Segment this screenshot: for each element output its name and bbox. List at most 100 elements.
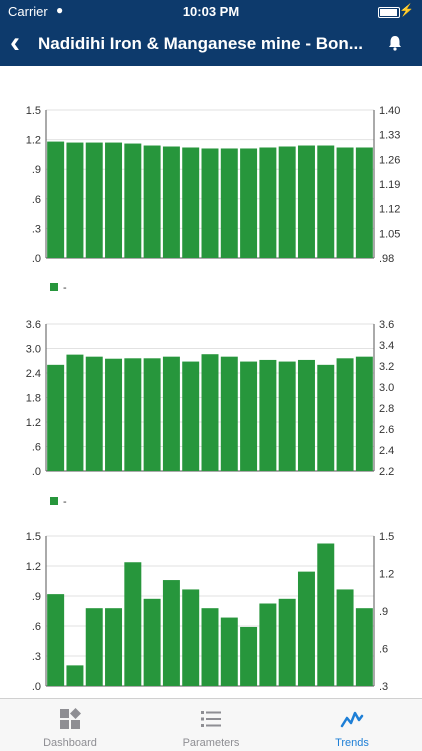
tab-dashboard-label: Dashboard bbox=[43, 737, 97, 749]
bar bbox=[47, 141, 65, 258]
bar bbox=[259, 147, 277, 258]
page-title: Nadidihi Iron & Manganese mine - Bon... bbox=[38, 34, 363, 53]
right-tick-label: 1.26 bbox=[379, 154, 400, 166]
bar bbox=[336, 358, 354, 471]
left-tick-label: 1.5 bbox=[26, 531, 41, 543]
right-tick-label: 1.2 bbox=[379, 569, 394, 581]
battery-icon bbox=[378, 7, 400, 18]
right-tick-label: 2.4 bbox=[379, 445, 394, 457]
right-tick-label: 1.40 bbox=[379, 105, 400, 117]
left-tick-label: .6 bbox=[32, 621, 41, 633]
legend-swatch bbox=[50, 283, 58, 291]
legend-label: - bbox=[63, 496, 67, 508]
tab-trends[interactable]: Trends bbox=[282, 699, 422, 751]
tab-parameters[interactable]: Parameters bbox=[141, 699, 281, 751]
left-tick-label: .3 bbox=[32, 223, 41, 235]
trends-content[interactable]: .0 .3 .6 .9 1.2 1.5 .98 1.05 1.12 1.19 1.26 1.33 1.4… bbox=[0, 66, 422, 698]
tab-parameters-label: Parameters bbox=[182, 737, 240, 749]
bar bbox=[201, 608, 219, 686]
right-tick-label: 3.0 bbox=[379, 382, 394, 394]
bar bbox=[85, 608, 103, 686]
left-tick-label: 3.0 bbox=[26, 344, 41, 356]
left-tick-label: 1.8 bbox=[26, 393, 41, 405]
left-tick-label: 1.2 bbox=[26, 561, 41, 573]
right-tick-label: .3 bbox=[379, 681, 388, 693]
left-tick-label: .0 bbox=[32, 466, 41, 478]
bar bbox=[336, 147, 354, 258]
bar bbox=[66, 665, 84, 686]
right-tick-label: 3.6 bbox=[379, 319, 394, 331]
bar bbox=[317, 543, 335, 686]
left-tick-label: .9 bbox=[32, 164, 41, 176]
left-tick-label: .0 bbox=[32, 253, 41, 265]
bar bbox=[240, 148, 258, 258]
bar bbox=[105, 608, 123, 686]
bar bbox=[143, 598, 161, 686]
bar bbox=[182, 147, 200, 258]
left-tick-label: 1.2 bbox=[26, 417, 41, 429]
left-tick-label: .3 bbox=[32, 651, 41, 663]
left-tick-label: 1.2 bbox=[26, 135, 41, 147]
right-tick-label: 1.33 bbox=[379, 130, 400, 142]
tab-bar: Dashboard Parameters Trends bbox=[0, 698, 422, 751]
bar bbox=[47, 364, 65, 471]
clock: 10:03 PM bbox=[182, 4, 240, 19]
right-tick-label: 3.4 bbox=[379, 340, 394, 352]
bar bbox=[143, 358, 161, 471]
bar bbox=[355, 147, 373, 258]
bell-icon[interactable] bbox=[386, 34, 404, 52]
back-chevron-icon[interactable]: ‹ bbox=[10, 26, 20, 59]
right-tick-label: 3.2 bbox=[379, 361, 394, 373]
bar bbox=[336, 589, 354, 686]
chart-3: .0 .3 .6 .9 1.2 1.5 .3 .6 .9 1.2 1.5 bbox=[26, 531, 395, 693]
right-tick-label: 2.2 bbox=[379, 466, 394, 478]
navigation-bar: ‹ Nadidihi Iron & Manganese mine - Bon..… bbox=[0, 24, 422, 66]
left-tick-label: 1.5 bbox=[26, 105, 41, 117]
chart-1: .0 .3 .6 .9 1.2 1.5 .98 1.05 1.12 1.19 1.26 1.33 1.4… bbox=[26, 105, 401, 294]
carrier-label: Carrier bbox=[8, 4, 48, 19]
legend-label: - bbox=[63, 282, 67, 294]
bar bbox=[240, 626, 258, 686]
status-bar: Carrier ● 10:03 PM ⚡ bbox=[0, 0, 422, 24]
bar bbox=[66, 354, 84, 471]
charging-icon: ⚡ bbox=[399, 3, 414, 17]
right-tick-label: 2.8 bbox=[379, 403, 394, 415]
bar bbox=[162, 580, 180, 686]
bar bbox=[85, 356, 103, 471]
bar bbox=[278, 146, 296, 258]
bar bbox=[240, 361, 258, 471]
dashboard-icon bbox=[60, 708, 81, 729]
tab-dashboard[interactable]: Dashboard bbox=[0, 699, 140, 751]
bar bbox=[162, 146, 180, 258]
bar bbox=[85, 142, 103, 258]
bar bbox=[182, 361, 200, 471]
left-tick-label: .0 bbox=[32, 681, 41, 693]
bar bbox=[182, 589, 200, 686]
charts-area: .0 .3 .6 .9 1.2 1.5 .98 1.05 1.12 1.19 1.26 1.33 1.4… bbox=[26, 105, 401, 693]
bar bbox=[143, 145, 161, 258]
right-tick-label: 2.6 bbox=[379, 424, 394, 436]
bar bbox=[220, 356, 238, 471]
bar bbox=[297, 571, 315, 686]
left-tick-label: .6 bbox=[32, 442, 41, 454]
wifi-icon: ● bbox=[56, 3, 64, 17]
right-tick-label: 1.12 bbox=[379, 204, 400, 216]
left-tick-label: .9 bbox=[32, 591, 41, 603]
tab-trends-label: Trends bbox=[335, 737, 369, 749]
bar bbox=[201, 148, 219, 258]
bar bbox=[66, 142, 84, 258]
left-tick-label: .6 bbox=[32, 194, 41, 206]
legend-swatch bbox=[50, 497, 58, 505]
chart-2: .0 .6 1.2 1.8 2.4 3.0 3.6 2.2 2.4 2.6 2.8 3.0 3.2 3.4… bbox=[26, 319, 395, 508]
right-tick-label: .98 bbox=[379, 253, 394, 265]
bar bbox=[278, 598, 296, 686]
bar bbox=[220, 148, 238, 258]
right-tick-label: 1.05 bbox=[379, 228, 400, 240]
bar bbox=[317, 145, 335, 258]
bar bbox=[355, 608, 373, 686]
bar bbox=[297, 359, 315, 471]
right-tick-label: 1.5 bbox=[379, 531, 394, 543]
bar bbox=[47, 594, 65, 686]
bar bbox=[317, 364, 335, 471]
bar bbox=[259, 359, 277, 471]
